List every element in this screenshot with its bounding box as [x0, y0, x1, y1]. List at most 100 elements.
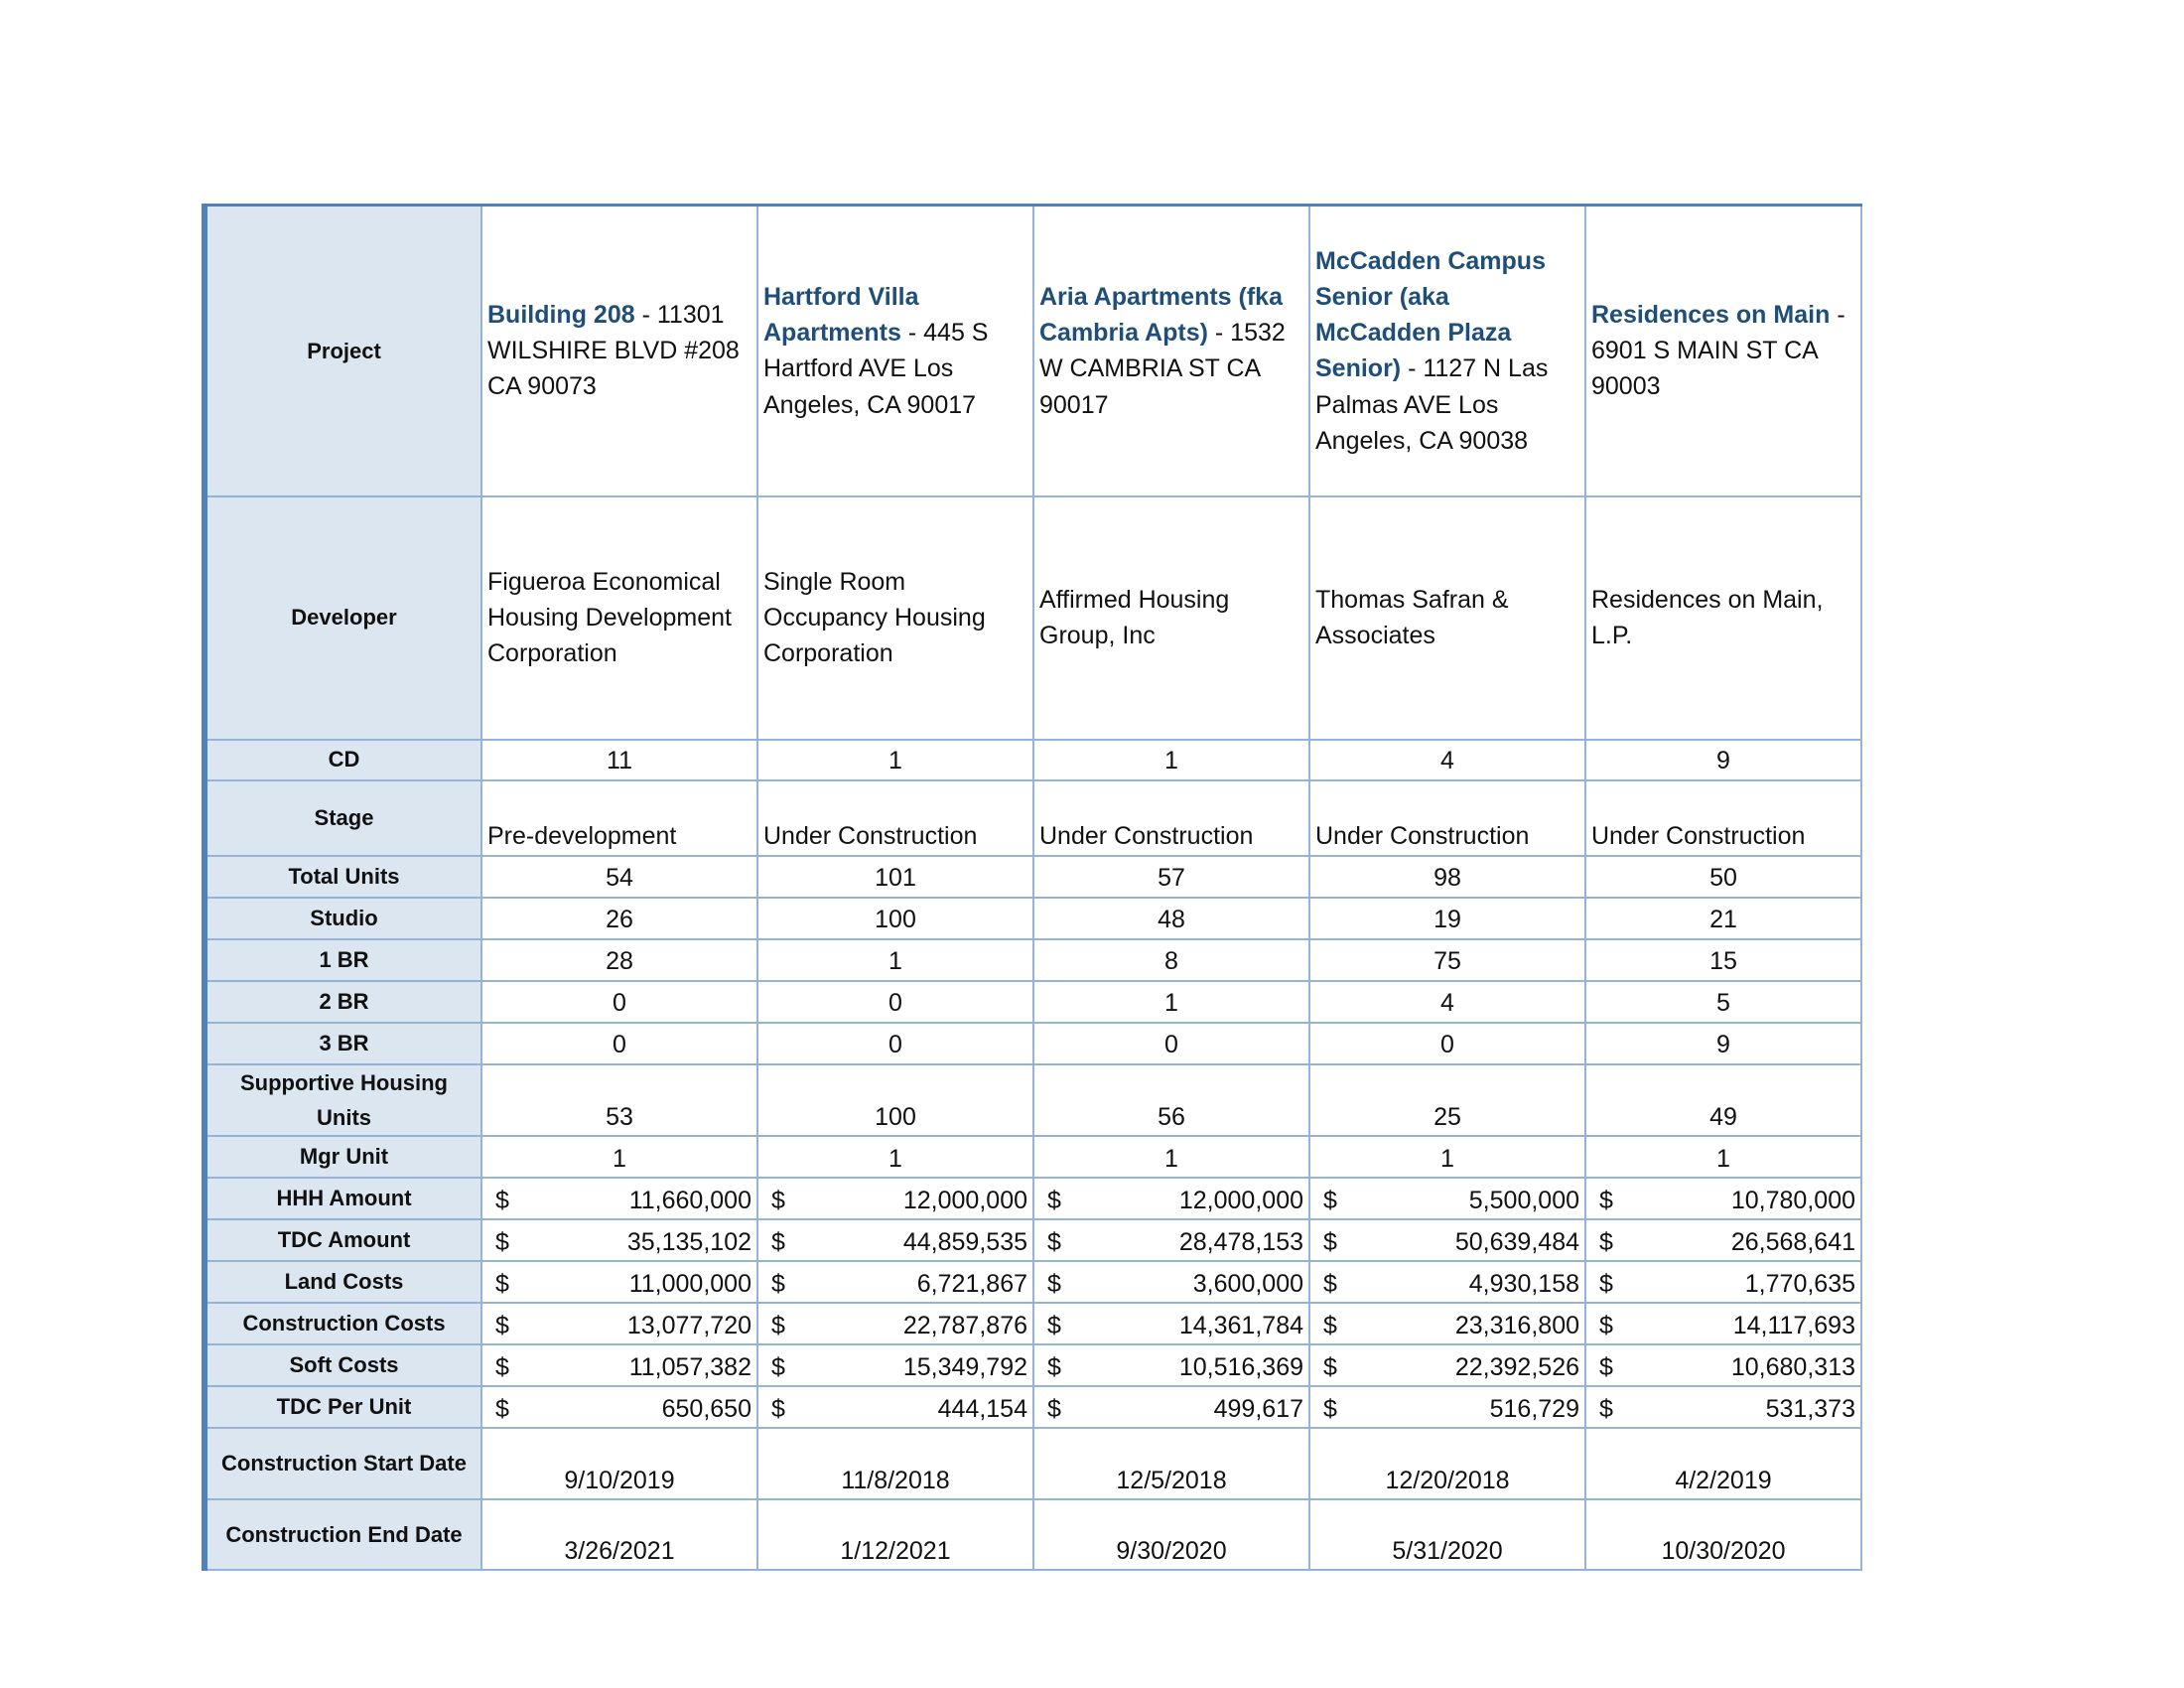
row-label: 3 BR [204, 1021, 482, 1065]
currency-symbol: $ [771, 1311, 785, 1339]
row-label: HHH Amount [204, 1176, 482, 1220]
table-row: Supportive Housing Units 53 100 56 25 49 [204, 1062, 1862, 1137]
value-cell: 5/31/2020 [1308, 1497, 1586, 1571]
project-cell: Building 208 - 11301 WILSHIRE BLVD #208 … [480, 204, 758, 497]
money-cell: $650,650 [480, 1384, 758, 1429]
money-cell: $14,117,693 [1584, 1301, 1862, 1345]
money-cell: $5,500,000 [1308, 1176, 1586, 1220]
money-cell: $499,617 [1032, 1384, 1310, 1429]
currency-symbol: $ [1599, 1269, 1613, 1298]
currency-symbol: $ [1599, 1227, 1613, 1256]
value-cell: 1 [1584, 1134, 1862, 1179]
value-cell: 48 [1032, 896, 1310, 940]
value-cell: 49 [1584, 1062, 1862, 1137]
value-cell: 0 [756, 1021, 1034, 1065]
value-cell: 19 [1308, 896, 1586, 940]
row-label: Construction End Date [204, 1497, 482, 1571]
value-cell: 9/30/2020 [1032, 1497, 1310, 1571]
amount: 10,780,000 [1730, 1186, 1855, 1214]
developer-cell: Thomas Safran & Associates [1308, 494, 1586, 741]
row-label: Construction Costs [204, 1301, 482, 1345]
value-cell: 1 [1032, 1134, 1310, 1179]
amount: 23,316,800 [1454, 1311, 1579, 1339]
currency-symbol: $ [495, 1352, 509, 1381]
value-cell: 4/2/2019 [1584, 1426, 1862, 1500]
currency-symbol: $ [771, 1227, 785, 1256]
amount: 14,117,693 [1732, 1311, 1855, 1339]
amount: 14,361,784 [1178, 1311, 1303, 1339]
stage-cell: Under Construction [756, 778, 1034, 857]
amount: 4,930,158 [1468, 1269, 1579, 1298]
project-name: Residences on Main [1591, 300, 1831, 329]
value-cell: 25 [1308, 1062, 1586, 1137]
money-cell: $4,930,158 [1308, 1259, 1586, 1304]
currency-symbol: $ [1323, 1227, 1337, 1256]
value-cell: 9/10/2019 [480, 1426, 758, 1500]
stage-cell: Under Construction [1032, 778, 1310, 857]
value-cell: 0 [480, 979, 758, 1024]
currency-symbol: $ [1323, 1311, 1337, 1339]
money-cell: $1,770,635 [1584, 1259, 1862, 1304]
table-row: Construction Costs $13,077,720 $22,787,876… [204, 1301, 1862, 1345]
value-cell: 9 [1584, 738, 1862, 781]
amount: 6,721,867 [916, 1269, 1027, 1298]
developer-cell: Figueroa Economical Housing Development … [480, 494, 758, 741]
value-cell: 4 [1308, 979, 1586, 1024]
project-name: McCadden Campus Senior (aka McCadden Pla… [1315, 246, 1546, 383]
developer-cell: Affirmed Housing Group, Inc [1032, 494, 1310, 741]
amount: 10,680,313 [1730, 1352, 1855, 1381]
money-cell: $26,568,641 [1584, 1217, 1862, 1262]
table-row: Developer Figueroa Economical Housing Dev… [204, 494, 1862, 741]
amount: 444,154 [937, 1394, 1027, 1423]
amount: 1,770,635 [1744, 1269, 1855, 1298]
amount: 3,600,000 [1192, 1269, 1303, 1298]
project-address: - 1127 N Las Palmas AVE Los Angeles, CA … [1315, 354, 1549, 455]
amount: 12,000,000 [902, 1186, 1027, 1214]
value-cell: 0 [1032, 1021, 1310, 1065]
amount: 22,392,526 [1454, 1352, 1579, 1381]
currency-symbol: $ [495, 1311, 509, 1339]
project-cell: Residences on Main - 6901 S MAIN ST CA 9… [1584, 204, 1862, 497]
row-label: Land Costs [204, 1259, 482, 1304]
currency-symbol: $ [1323, 1186, 1337, 1214]
currency-symbol: $ [1599, 1311, 1613, 1339]
money-cell: $531,373 [1584, 1384, 1862, 1429]
table-row: Stage Pre-development Under Construction Un… [204, 778, 1862, 857]
currency-symbol: $ [1047, 1394, 1061, 1423]
value-cell: 15 [1584, 937, 1862, 982]
money-cell: $11,660,000 [480, 1176, 758, 1220]
currency-symbol: $ [1047, 1352, 1061, 1381]
money-cell: $44,859,535 [756, 1217, 1034, 1262]
money-cell: $50,639,484 [1308, 1217, 1586, 1262]
table-row: 2 BR 0 0 1 4 5 [204, 979, 1862, 1024]
value-cell: 56 [1032, 1062, 1310, 1137]
money-cell: $22,787,876 [756, 1301, 1034, 1345]
currency-symbol: $ [771, 1269, 785, 1298]
money-cell: $10,780,000 [1584, 1176, 1862, 1220]
currency-symbol: $ [1047, 1227, 1061, 1256]
stage-cell: Under Construction [1584, 778, 1862, 857]
stage-cell: Under Construction [1308, 778, 1586, 857]
table-row: Total Units 54 101 57 98 50 [204, 854, 1862, 899]
currency-symbol: $ [771, 1352, 785, 1381]
value-cell: 54 [480, 854, 758, 899]
amount: 650,650 [661, 1394, 751, 1423]
money-cell: $28,478,153 [1032, 1217, 1310, 1262]
money-cell: $10,680,313 [1584, 1342, 1862, 1387]
table-body: Project Building 208 - 11301 WILSHIRE BLV… [204, 204, 1862, 1571]
money-cell: $14,361,784 [1032, 1301, 1310, 1345]
value-cell: 10/30/2020 [1584, 1497, 1862, 1571]
amount: 11,000,000 [628, 1269, 751, 1298]
value-cell: 57 [1032, 854, 1310, 899]
row-label: Mgr Unit [204, 1134, 482, 1179]
currency-symbol: $ [1047, 1186, 1061, 1214]
value-cell: 98 [1308, 854, 1586, 899]
amount: 12,000,000 [1178, 1186, 1303, 1214]
value-cell: 53 [480, 1062, 758, 1137]
value-cell: 1 [480, 1134, 758, 1179]
value-cell: 50 [1584, 854, 1862, 899]
value-cell: 9 [1584, 1021, 1862, 1065]
developer-cell: Single Room Occupancy Housing Corporatio… [756, 494, 1034, 741]
amount: 10,516,369 [1178, 1352, 1303, 1381]
value-cell: 5 [1584, 979, 1862, 1024]
